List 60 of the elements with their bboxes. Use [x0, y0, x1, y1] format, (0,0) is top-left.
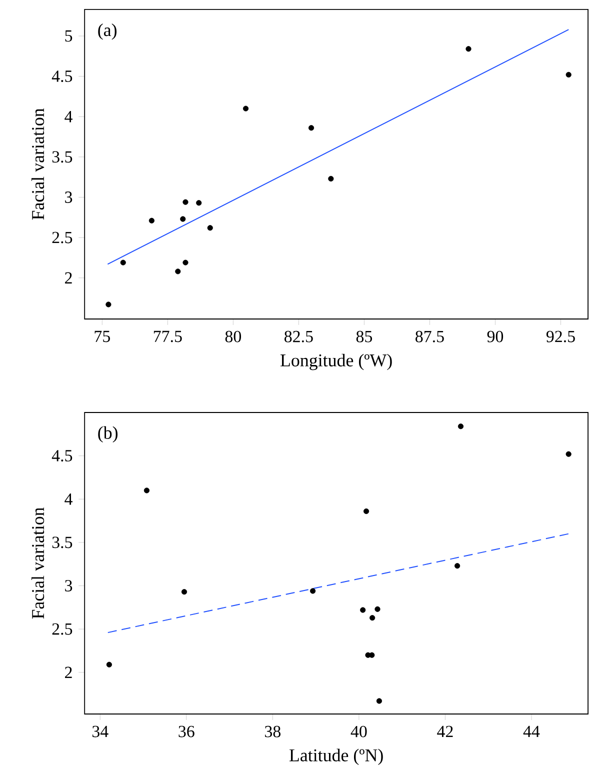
point — [196, 200, 202, 206]
y-tick-label: 4.5 — [52, 450, 72, 462]
x-tick-label: 82.5 — [284, 330, 313, 342]
point — [566, 451, 572, 457]
point — [120, 260, 126, 266]
point — [182, 260, 188, 266]
y-tick-label: 4 — [64, 111, 72, 122]
point — [181, 589, 188, 595]
y-tick-label: 3 — [65, 580, 72, 592]
x-tick-label: 36 — [178, 726, 194, 738]
x-tick-label: 85 — [356, 330, 372, 342]
y-tick-label: 3 — [65, 192, 72, 203]
x-axis-title: Longitude (ºW) — [280, 354, 392, 370]
y-axis-title: Facial variation — [31, 507, 44, 619]
y-tick-label: 2 — [65, 666, 72, 678]
point — [363, 508, 370, 514]
point — [106, 302, 112, 308]
point — [454, 563, 460, 569]
point — [566, 72, 572, 78]
x-tick-label: 75 — [94, 330, 110, 342]
point — [308, 125, 314, 131]
y-tick-label: 5 — [65, 30, 72, 42]
x-axis-title: Latitude (ºN) — [289, 748, 383, 766]
point — [182, 199, 188, 205]
y-tick-label: 3.5 — [52, 151, 72, 163]
point — [328, 176, 334, 182]
x-tick-label: 34 — [92, 726, 108, 738]
point — [175, 268, 181, 274]
x-tick-label: 80 — [225, 330, 242, 342]
annotation: (a) — [98, 24, 116, 40]
x-tick-label: 77.5 — [154, 330, 182, 342]
point — [369, 652, 375, 658]
point — [466, 46, 472, 52]
point — [458, 424, 464, 430]
point — [370, 615, 376, 621]
y-tick-label: 2.5 — [52, 623, 72, 635]
point — [242, 106, 249, 112]
annotation: (b) — [98, 426, 118, 443]
point — [376, 698, 382, 704]
point — [144, 488, 150, 494]
point — [360, 607, 366, 613]
point — [374, 606, 380, 612]
y-axis-title: Facial variation — [31, 108, 44, 220]
point — [310, 588, 316, 594]
x-tick-label: 92.5 — [546, 330, 575, 342]
y-tick-label: 2 — [65, 272, 72, 284]
point — [148, 218, 154, 224]
y-tick-label: 2.5 — [52, 232, 72, 244]
x-tick-label: 40 — [350, 726, 367, 738]
x-tick-label: 87.5 — [416, 330, 444, 342]
x-tick-label: 38 — [265, 726, 280, 738]
point — [180, 216, 186, 222]
x-tick-label: 44 — [523, 726, 540, 737]
x-tick-label: 90 — [487, 330, 504, 342]
point — [207, 225, 213, 231]
y-tick-label: 4.5 — [52, 70, 72, 82]
point — [106, 662, 112, 668]
x-tick-label: 42 — [437, 726, 453, 738]
y-tick-label: 4 — [64, 494, 72, 505]
y-tick-label: 3.5 — [52, 536, 72, 548]
